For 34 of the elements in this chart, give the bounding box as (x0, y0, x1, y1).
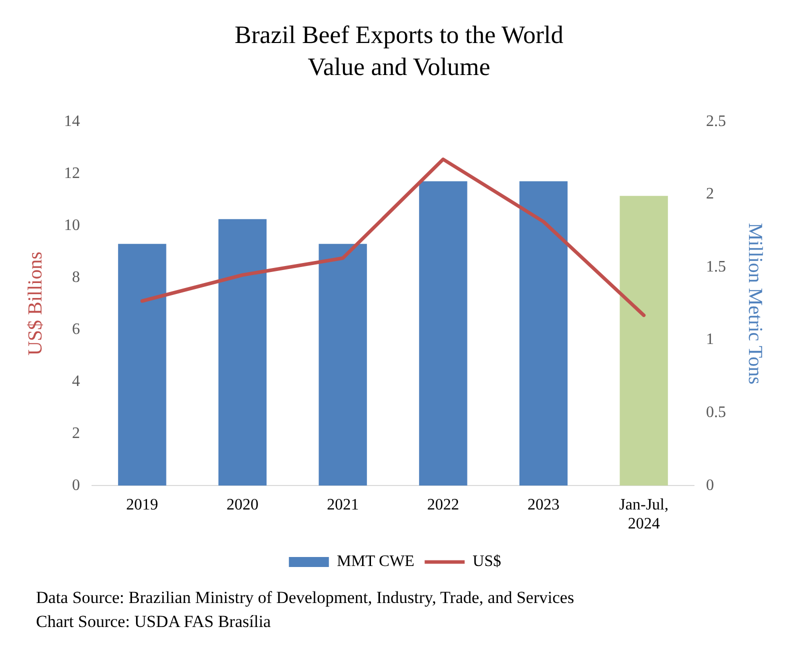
text: Chart Source: USDA FAS Brasília (36, 611, 272, 633)
bar (620, 196, 668, 486)
x-tick-label: 2020 (226, 496, 258, 514)
x-tick-label: 2023 (528, 496, 560, 514)
source-note: Data Source: Brazilian Ministry of Development, Industry, Trade, and Services (36, 587, 574, 609)
bar (519, 181, 568, 486)
legend-label: MMT CWE (336, 553, 414, 570)
y-tick-label: 2 (72, 424, 80, 442)
y2-tick-label: 2 (706, 186, 714, 203)
y-tick-label: 0 (72, 476, 80, 494)
x-tick-label: 2019 (126, 496, 158, 514)
y2-tick-label: 1.5 (706, 258, 726, 276)
chart-subtitle: Value and Volume (306, 53, 492, 83)
x-tick-label: 2022 (427, 496, 460, 514)
y-tick-label: 10 (64, 216, 80, 234)
bar (218, 219, 267, 486)
y-tick-label: 8 (72, 268, 80, 286)
bar (318, 244, 367, 486)
y2-tick-label: 0.5 (706, 404, 726, 422)
y-tick-label: 14 (64, 112, 80, 130)
x-tick-label: 2021 (326, 496, 359, 514)
chart-title: Brazil Beef Exports to the World (234, 21, 564, 51)
bar (419, 181, 468, 486)
legend-label: US$ (472, 553, 502, 570)
y2-tick-label: 2.5 (706, 112, 726, 130)
y-tick-label: 6 (72, 320, 80, 338)
y-axis-title: US$ Billions (24, 251, 46, 356)
y2-axis-title: Million Metric Tons (744, 222, 766, 385)
y2-tick-label: 1 (706, 331, 714, 348)
y2-tick-label: 0 (706, 476, 714, 494)
y-tick-label: 12 (64, 164, 80, 182)
y-tick-label: 4 (72, 372, 80, 390)
x-tick-label: Jan-Jul, 2024 (619, 496, 668, 533)
bar (118, 244, 166, 486)
